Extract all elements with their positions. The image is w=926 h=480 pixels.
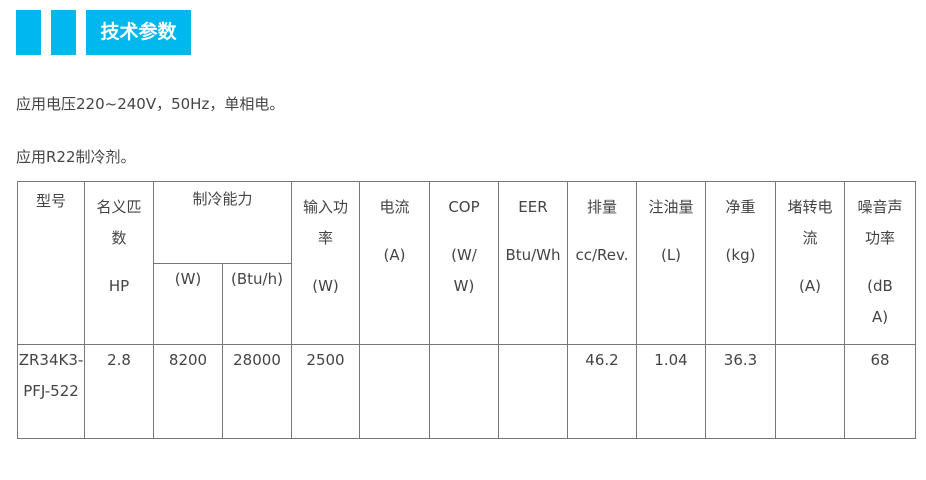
- voltage-note: 应用电压220~240V，50Hz，单相电。: [16, 95, 285, 113]
- header-capacity-btu: (Btu/h): [222, 263, 292, 345]
- decor-block: [51, 10, 76, 55]
- cell-model: ZR34K3-PFJ-522: [17, 344, 85, 439]
- section-title: 技术参数: [86, 10, 191, 55]
- header-displacement: 排量 cc/Rev.: [567, 181, 637, 345]
- header-noise: 噪音声 功率 (dB A): [844, 181, 916, 345]
- header-eer: EER Btu/Wh: [498, 181, 568, 345]
- spec-table: 型号 名义匹数 HP 制冷能力 输入功率 (W) 电流 (A) COP (W/W) EE…: [17, 181, 916, 439]
- header-model: 型号: [17, 181, 85, 345]
- cell-eer: [498, 344, 568, 439]
- header-hp: 名义匹数 HP: [84, 181, 154, 345]
- header-oil-charge: 注油量 (L): [636, 181, 706, 345]
- cell-oil-charge: 1.04: [636, 344, 706, 439]
- header-cooling-capacity: 制冷能力: [153, 181, 292, 264]
- decor-block: [16, 10, 41, 55]
- cell-cop: [429, 344, 499, 439]
- cell-capacity-btu: 28000: [222, 344, 292, 439]
- cell-net-weight: 36.3: [705, 344, 776, 439]
- cell-capacity-w: 8200: [153, 344, 223, 439]
- header-cop: COP (W/W): [429, 181, 499, 345]
- refrigerant-note: 应用R22制冷剂。: [16, 148, 136, 166]
- cell-input-power: 2500: [291, 344, 360, 439]
- header-input-power: 输入功率 (W): [291, 181, 360, 345]
- table-row: ZR34K3-PFJ-522 2.8 8200 28000 2500 46.2 …: [17, 344, 916, 439]
- cell-hp: 2.8: [84, 344, 154, 439]
- header-net-weight: 净重 (kg): [705, 181, 776, 345]
- header-capacity-w: (W): [153, 263, 223, 345]
- cell-current: [359, 344, 430, 439]
- cell-displacement: 46.2: [567, 344, 637, 439]
- cell-locked-rotor-current: [775, 344, 845, 439]
- cell-noise: 68: [844, 344, 916, 439]
- header-locked-rotor-current: 堵转电流 (A): [775, 181, 845, 345]
- header-current: 电流 (A): [359, 181, 430, 345]
